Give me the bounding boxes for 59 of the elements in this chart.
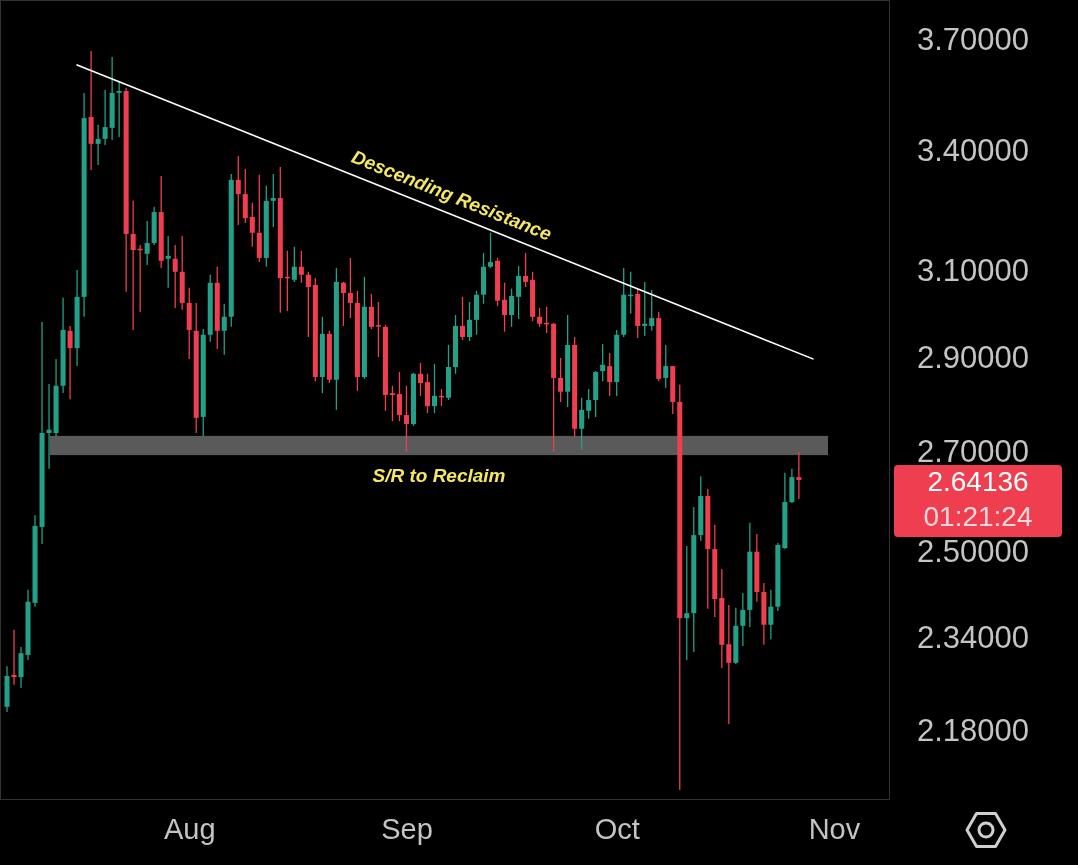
candlestick xyxy=(67,325,73,400)
candlestick xyxy=(130,200,136,331)
y-tick-label: 3.10000 xyxy=(917,253,1030,289)
y-tick-label: 3.40000 xyxy=(917,132,1030,168)
candlestick xyxy=(235,155,241,226)
candlestick xyxy=(509,288,515,328)
candlestick xyxy=(431,363,438,414)
candlestick xyxy=(298,250,304,284)
candlestick xyxy=(417,362,423,397)
candlestick xyxy=(502,282,508,333)
candlestick xyxy=(347,257,353,319)
candlestick xyxy=(172,244,178,309)
text: 01:21:24 xyxy=(923,500,1033,532)
candlestick xyxy=(403,385,409,453)
candlestick xyxy=(116,80,122,138)
candlestick xyxy=(165,235,171,289)
y-tick-label: 2.18000 xyxy=(917,712,1030,748)
candlestick xyxy=(368,293,374,330)
candlestick xyxy=(249,202,255,248)
candlestick xyxy=(684,545,690,661)
candlestick xyxy=(389,385,395,422)
candlestick xyxy=(375,301,381,358)
y-tick-label: 2.34000 xyxy=(917,620,1030,656)
candlestick xyxy=(221,303,227,356)
candlestick xyxy=(467,301,473,342)
candlestick xyxy=(586,388,592,420)
x-tick-label: Nov xyxy=(808,812,861,845)
candlestick xyxy=(740,592,746,647)
candlestick xyxy=(11,629,17,686)
candlestick xyxy=(663,344,669,389)
candlestick xyxy=(102,89,108,146)
candlestick xyxy=(537,307,543,328)
candlestick xyxy=(340,281,346,327)
band-label: S/R to Reclaim xyxy=(372,465,506,487)
candlestick xyxy=(144,220,150,266)
y-tick-label: 3.70000 xyxy=(917,22,1030,58)
candlestick xyxy=(396,371,402,422)
candlestick xyxy=(600,343,606,382)
candlestick xyxy=(726,604,732,725)
candlestick xyxy=(516,265,522,320)
candlestick xyxy=(95,124,101,166)
candlestick xyxy=(270,173,276,228)
x-tick-label: Oct xyxy=(594,812,640,845)
candlestick xyxy=(523,252,529,288)
x-tick-label: Aug xyxy=(163,812,216,845)
candlestick xyxy=(649,289,655,332)
candlestick xyxy=(291,246,297,283)
y-tick-label: 2.90000 xyxy=(917,340,1030,376)
candlestick xyxy=(579,397,585,451)
candlestick xyxy=(18,646,24,689)
candlestick xyxy=(642,281,648,337)
candlestick xyxy=(558,357,564,403)
candlestick xyxy=(796,451,802,500)
y-tick-label: 2.50000 xyxy=(917,534,1030,570)
x-tick-label: Sep xyxy=(381,812,433,845)
candlestick xyxy=(607,352,613,397)
candlestick xyxy=(305,271,311,338)
candlestick xyxy=(460,296,466,341)
candlestick xyxy=(768,589,774,640)
